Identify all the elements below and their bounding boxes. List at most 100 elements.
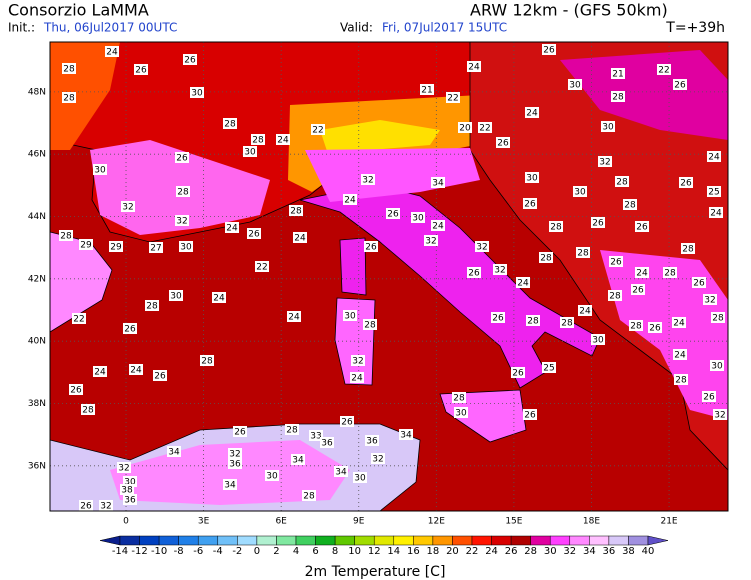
station-label: 28 [616,178,628,188]
station-label: 30 [354,474,366,484]
station-label: 22 [447,94,458,104]
colorbar-segment [119,535,140,546]
station-label: 22 [479,124,490,134]
station-box [334,466,348,477]
station-label: 24 [213,294,225,304]
station-label: 26 [592,219,604,229]
colorbar-tick-label: 12 [368,546,381,557]
station-box [525,172,539,183]
station-label: 32 [714,411,725,421]
station-label: 30 [602,123,614,133]
colorbar-segment [432,535,453,546]
station-label: 24 [579,307,591,317]
station-label: 34 [168,448,180,458]
station-box [454,407,468,418]
station-box [289,205,303,216]
station-label: 32 [118,464,129,474]
station-box [516,277,530,288]
station-label: 26 [512,369,524,379]
station-label: 28 [82,406,94,416]
lon-tick-label: 15E [505,517,522,527]
station-box [121,201,135,212]
colorbar-segment [549,535,571,546]
station-label: 24 [94,368,106,378]
colorbar-tick-label: 28 [524,546,537,557]
station-box [386,208,400,219]
colorbar-segment [276,535,297,546]
station-box [223,118,237,129]
station-label: 36 [366,437,378,447]
station-box [72,313,86,324]
station-box [169,290,183,301]
station-label: 26 [234,428,246,438]
station-label: 28 [527,317,539,327]
colorbar-tick-label: 40 [642,546,655,557]
colorbar-tick-label: 22 [466,546,479,557]
station-box [120,484,134,495]
station-label: 32 [100,502,111,512]
station-label: 28 [561,319,573,329]
lon-tick-label: 21E [660,517,677,527]
station-box [225,222,239,233]
colorbar-tick-label: 0 [254,546,260,557]
colorbar-segment [373,535,395,546]
station-box [709,207,723,218]
station-label: 28 [63,65,75,75]
station-label: 32 [372,455,383,465]
station-box [167,446,181,457]
station-box [608,290,622,301]
station-label: 26 [632,286,644,296]
colorbar-segment [334,535,355,546]
lat-tick-label: 40N [28,337,46,347]
station-label: 36 [229,460,241,470]
station-box [343,310,357,321]
station-label: 26 [680,179,692,189]
station-box [99,500,113,511]
colorbar-segment [354,535,375,546]
colorbar-label: 2m Temperature [C] [305,564,446,580]
station-box [601,121,615,132]
station-box [452,392,466,403]
station-box [123,476,137,487]
colorbar-tick-label: 4 [293,546,299,557]
station-box [175,215,189,226]
station-box [117,462,131,473]
colorbar-tick-label: 24 [485,546,498,557]
station-label: 22 [312,126,323,136]
station-label: 24 [294,234,306,244]
station-label: 24 [710,209,722,219]
station-label: 24 [226,224,238,234]
station-box [703,294,717,305]
station-label: 30 [569,81,581,91]
station-box [62,63,76,74]
lon-tick-label: 9E [353,517,365,527]
station-label: 28 [63,94,75,104]
colorbar-tick-label: 18 [427,546,440,557]
station-box [491,312,505,323]
station-box [611,91,625,102]
station-box [251,134,265,145]
colorbar-tick-label: 32 [563,546,576,557]
station-label: 28 [146,302,158,312]
station-box [673,79,687,90]
colorbar-tick-label: -4 [213,546,223,557]
station-box [702,391,716,402]
station-box [183,54,197,65]
station-label: 32 [176,217,187,227]
colorbar-segment [569,535,590,546]
station-label: 26 [176,154,188,164]
station-label: 26 [341,418,353,428]
station-label: 32 [599,158,610,168]
station-label: 28 [364,321,376,331]
station-box [311,124,325,135]
station-label: 26 [468,269,480,279]
station-label: 22 [256,263,267,273]
colorbar-tick-label: 26 [505,546,518,557]
station-box [411,212,425,223]
station-box [424,235,438,246]
colorbar-tick-label: 14 [387,546,400,557]
station-label: 28 [201,357,213,367]
station-label: 24 [673,319,685,329]
station-label: 28 [675,376,687,386]
lat-tick-label: 48N [28,87,46,97]
